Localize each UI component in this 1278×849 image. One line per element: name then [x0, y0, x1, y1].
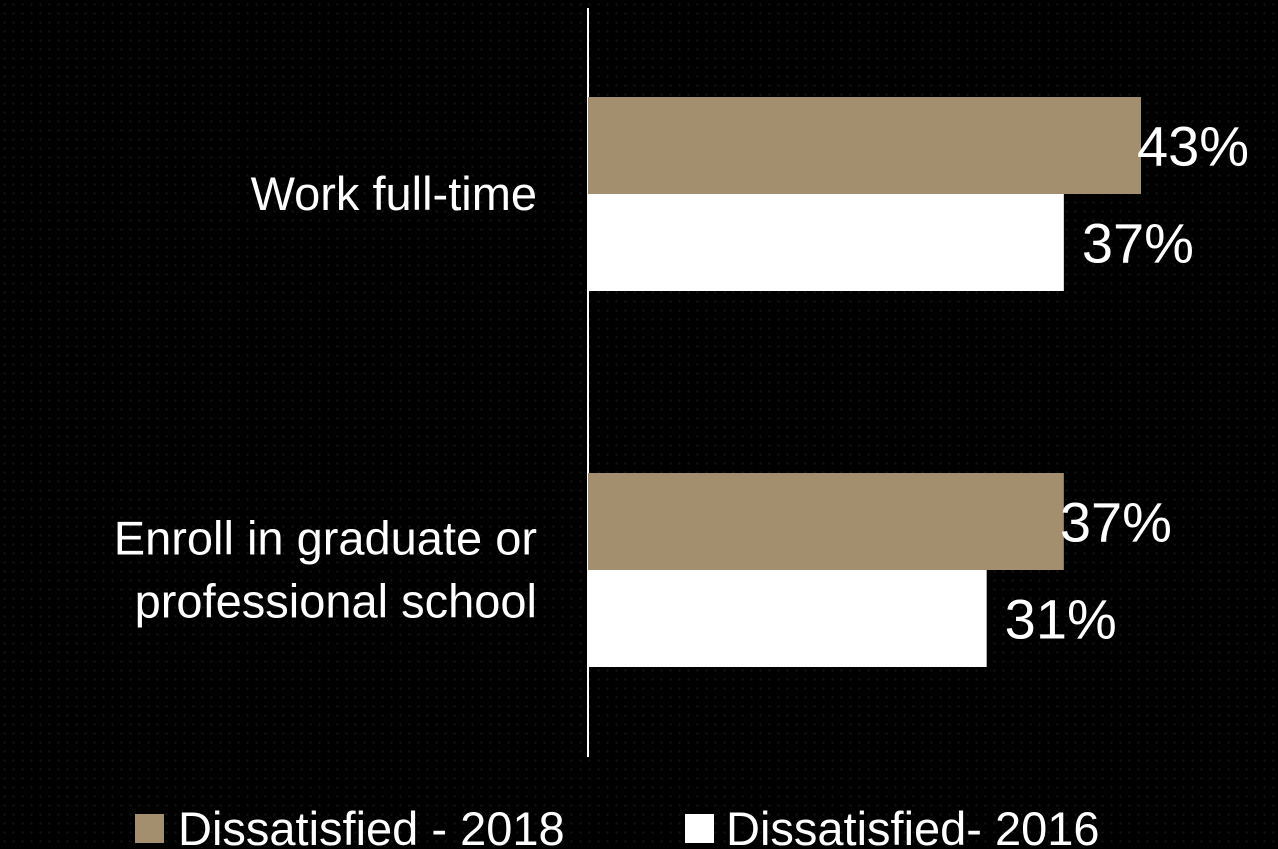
legend-swatch [135, 814, 164, 843]
data-label: 31% [1005, 588, 1117, 651]
bar-2016 [588, 194, 1064, 291]
bar-2016 [588, 570, 987, 667]
bar-2018 [588, 97, 1141, 194]
legend: Dissatisfied - 2018 Dissatisfied- 2016 [135, 802, 1100, 849]
bar-2018 [588, 473, 1064, 570]
legend-label: Dissatisfied- 2016 [726, 802, 1100, 849]
data-label: 37% [1082, 212, 1194, 275]
category-label: Enroll in graduate or [114, 512, 537, 565]
legend-swatch [685, 814, 714, 843]
category-label: professional school [135, 575, 537, 628]
data-label: 37% [1060, 491, 1172, 554]
legend-label: Dissatisfied - 2018 [178, 802, 565, 849]
data-label: 43% [1137, 115, 1249, 178]
plot-area: Work full-time 43% 37% Enroll in graduate o… [114, 97, 1249, 667]
category-label: Work full-time [251, 167, 537, 220]
